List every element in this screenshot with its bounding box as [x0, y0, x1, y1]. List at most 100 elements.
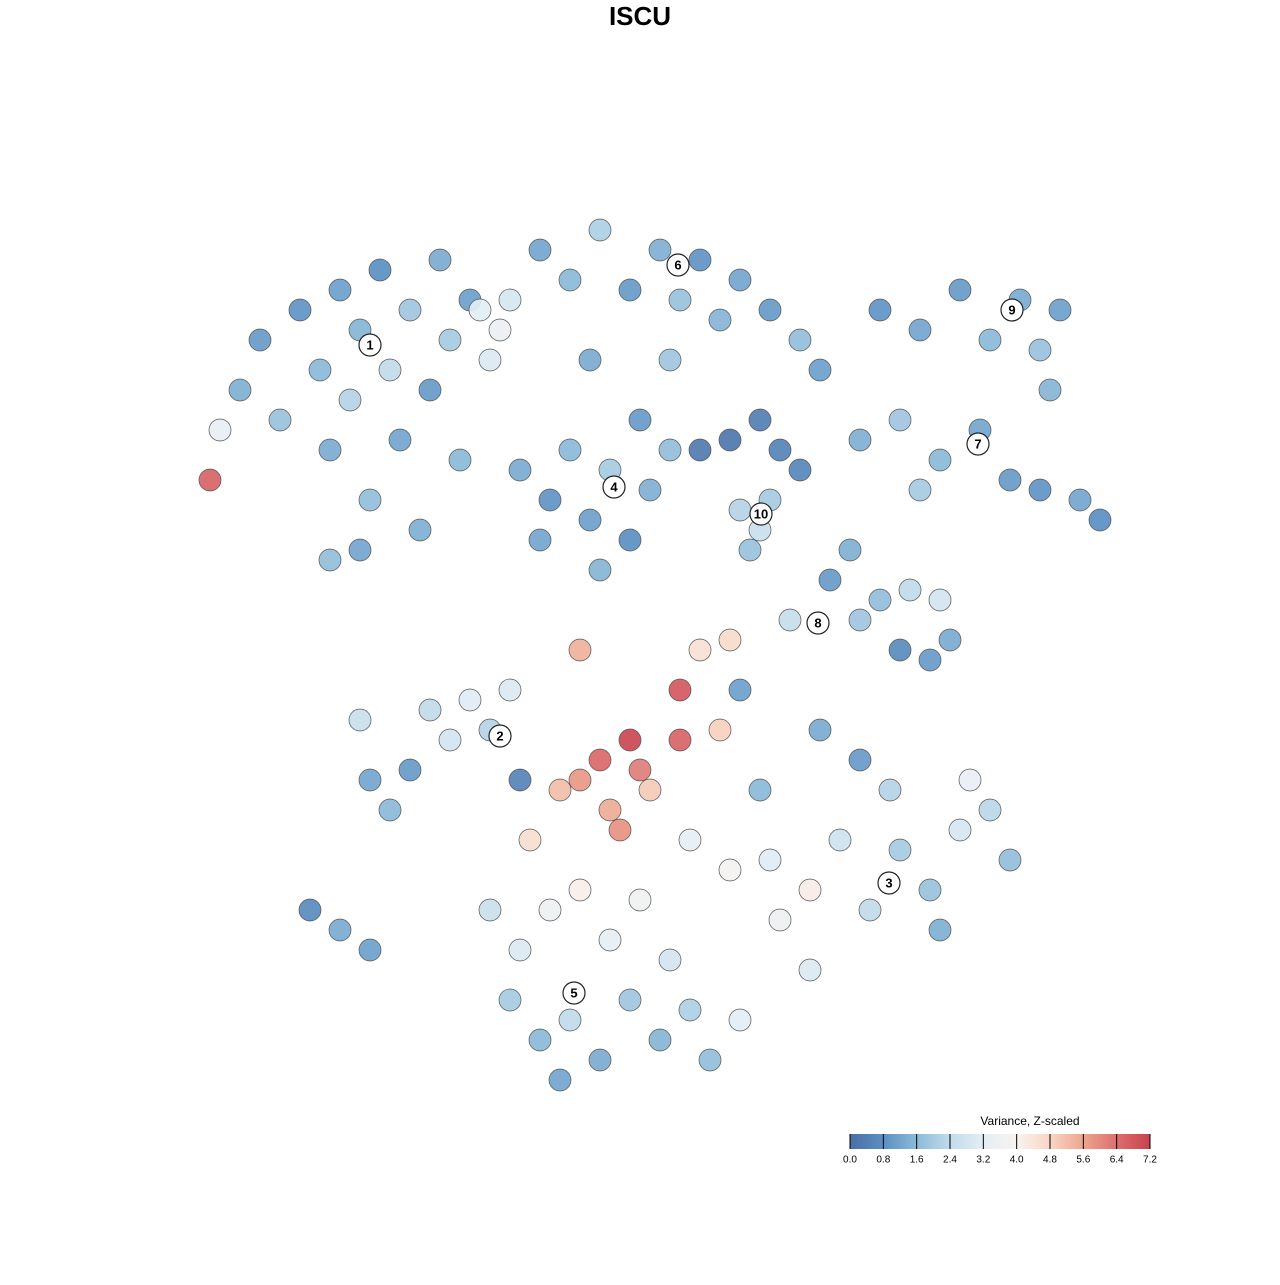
point	[718, 628, 742, 652]
point	[688, 248, 712, 272]
point	[728, 678, 752, 702]
point	[508, 768, 532, 792]
point	[508, 458, 532, 482]
point	[558, 268, 582, 292]
point	[828, 828, 852, 852]
point	[978, 798, 1002, 822]
point	[198, 468, 222, 492]
point	[628, 888, 652, 912]
cluster-badge	[749, 502, 773, 526]
point	[928, 448, 952, 472]
point	[478, 348, 502, 372]
point	[528, 1028, 552, 1052]
colorbar-tick-label: 1.6	[910, 1155, 924, 1166]
point	[808, 358, 832, 382]
point	[678, 828, 702, 852]
point	[868, 298, 892, 322]
point	[688, 638, 712, 662]
point	[938, 628, 962, 652]
point	[728, 498, 752, 522]
colorbar-tick-label: 2.4	[943, 1155, 957, 1166]
point	[708, 308, 732, 332]
point	[348, 538, 372, 562]
point	[518, 828, 542, 852]
point	[718, 858, 742, 882]
point	[408, 518, 432, 542]
point	[798, 878, 822, 902]
point	[798, 958, 822, 982]
point	[638, 778, 662, 802]
point	[998, 848, 1022, 872]
point	[398, 298, 422, 322]
cluster-label: 4	[610, 479, 618, 494]
point	[638, 478, 662, 502]
point	[908, 318, 932, 342]
point	[588, 1048, 612, 1072]
point	[858, 898, 882, 922]
point	[618, 728, 642, 752]
point	[328, 278, 352, 302]
point	[358, 768, 382, 792]
colorbar-tick-label: 0.0	[843, 1155, 857, 1166]
cluster-label: 7	[974, 436, 981, 451]
point	[1038, 378, 1062, 402]
point	[358, 938, 382, 962]
cluster-label: 10	[754, 506, 768, 521]
point	[498, 678, 522, 702]
point	[1048, 298, 1072, 322]
point	[888, 638, 912, 662]
point	[678, 998, 702, 1022]
point	[418, 698, 442, 722]
point	[388, 428, 412, 452]
points	[198, 218, 1112, 1092]
point	[618, 528, 642, 552]
colorbar	[850, 1134, 1150, 1149]
cluster-label: 9	[1008, 302, 1015, 317]
point	[918, 878, 942, 902]
point	[538, 488, 562, 512]
point	[528, 238, 552, 262]
point	[668, 288, 692, 312]
cluster-badge	[602, 475, 626, 499]
point	[848, 748, 872, 772]
point	[268, 408, 292, 432]
point	[918, 648, 942, 672]
cluster-badge	[806, 611, 830, 635]
cluster-badge	[966, 432, 990, 456]
colorbar-tick-label: 0.8	[876, 1155, 890, 1166]
point	[728, 1008, 752, 1032]
cluster-label: 8	[814, 615, 821, 630]
cluster-badge	[488, 724, 512, 748]
point	[368, 258, 392, 282]
point	[908, 478, 932, 502]
point	[498, 988, 522, 1012]
point	[578, 348, 602, 372]
point	[808, 718, 832, 742]
colorbar-tick-label: 4.8	[1043, 1155, 1057, 1166]
point	[978, 328, 1002, 352]
colorbar-tick-label: 5.6	[1076, 1155, 1090, 1166]
point	[488, 318, 512, 342]
cluster-badge	[1000, 298, 1024, 322]
point	[768, 908, 792, 932]
point	[598, 928, 622, 952]
cluster-badge	[358, 333, 382, 357]
point	[658, 438, 682, 462]
point	[738, 538, 762, 562]
point	[438, 328, 462, 352]
point	[658, 948, 682, 972]
point	[548, 1068, 572, 1092]
point	[228, 378, 252, 402]
point	[318, 548, 342, 572]
point	[558, 1008, 582, 1032]
cluster-label: 2	[496, 728, 503, 743]
point	[748, 408, 772, 432]
point	[728, 268, 752, 292]
point	[528, 528, 552, 552]
point	[448, 448, 472, 472]
point	[1028, 338, 1052, 362]
point	[578, 508, 602, 532]
cluster-badge	[562, 981, 586, 1005]
point	[628, 408, 652, 432]
